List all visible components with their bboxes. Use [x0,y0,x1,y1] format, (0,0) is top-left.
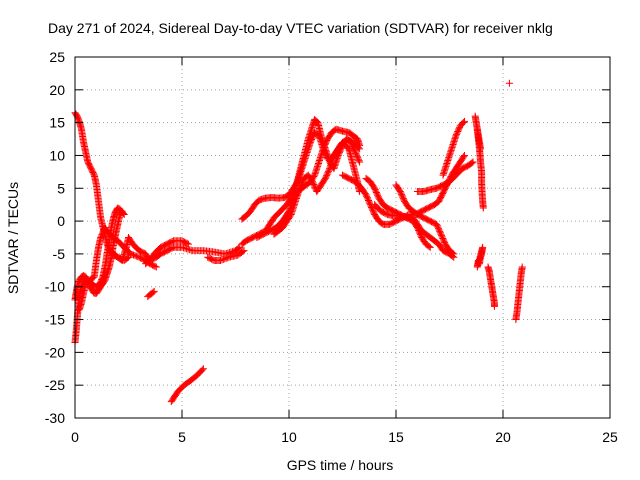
data-point [505,79,513,87]
data-point [518,263,526,271]
data-point [131,252,139,260]
y-axis-label: SDTVAR / TECUs [5,182,21,294]
data-point [356,145,364,153]
chart-title: Day 271 of 2024, Sidereal Day-to-day VTE… [48,20,553,36]
data-point [426,243,434,251]
data-point [184,240,192,248]
data-point [459,118,467,126]
data-point [460,151,468,159]
axis-ticks: 0 5 10 15 20 25 -30 -25 -20 -15 -10 -5 0 5 10 15 20 25 [45,49,618,445]
x-tick-label: 0 [71,429,79,445]
data-points [71,79,526,406]
data-point [183,239,191,247]
y-tick-label: 0 [57,213,65,229]
plot-frame [74,56,611,419]
data-point [450,250,458,258]
data-point [129,251,137,259]
data-point [239,248,247,256]
data-point [468,159,476,167]
data-point [222,254,230,262]
data-point [199,365,207,373]
data-point [152,263,160,271]
data-point [460,117,468,125]
data-point [479,204,487,212]
x-tick-label: 10 [281,429,297,445]
data-point [449,249,457,257]
data-point [198,366,206,374]
data-point [355,157,363,165]
y-tick-label: -15 [45,312,65,328]
data-point [120,211,128,219]
data-point [460,153,468,161]
data-point [240,247,248,255]
y-tick-label: 20 [49,82,65,98]
data-point [218,256,226,264]
data-point [469,158,477,166]
x-tick-label: 5 [178,429,186,445]
data-point [119,209,127,217]
data-point [219,255,227,263]
data-point [151,262,159,270]
data-point [474,256,482,264]
data-point [224,254,232,262]
data-point [477,145,485,153]
data-point [128,250,136,258]
data-point [425,243,433,251]
data-point [325,166,333,174]
data-point [355,144,363,152]
x-tick-label: 20 [495,429,511,445]
grid [74,56,611,419]
x-tick-label: 25 [602,429,618,445]
y-tick-label: -20 [45,344,65,360]
data-point [150,287,158,295]
y-tick-label: 10 [49,147,65,163]
data-point [217,256,225,264]
data-point [132,252,140,260]
data-point [221,255,229,263]
data-point [149,288,157,296]
data-point [356,158,364,166]
y-tick-label: 15 [49,115,65,131]
data-point [235,244,243,252]
x-tick-label: 15 [388,429,404,445]
y-tick-label: -30 [45,410,65,426]
data-point [127,250,135,258]
y-tick-label: 25 [49,49,65,65]
y-tick-label: -10 [45,279,65,295]
x-axis-label: GPS time / hours [287,457,394,473]
y-tick-label: -5 [53,246,66,262]
y-tick-label: 5 [57,180,65,196]
y-tick-label: -25 [45,377,65,393]
data-point [490,302,498,310]
